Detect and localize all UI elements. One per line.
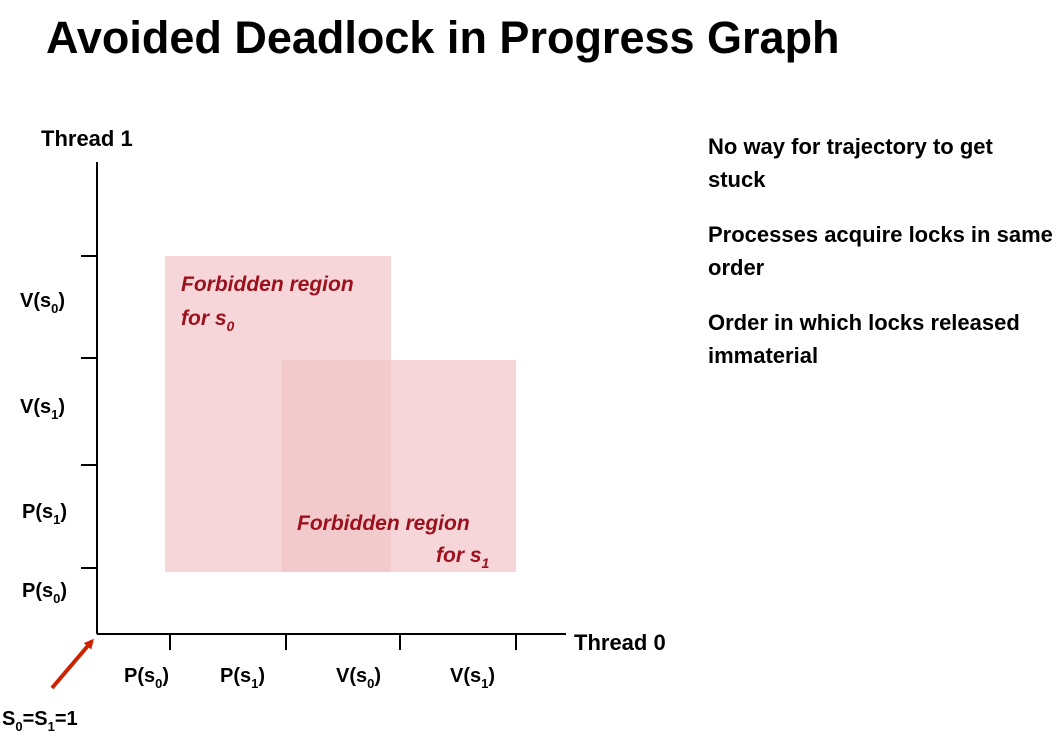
- x-tick-label-p-s1: P(s1): [220, 665, 265, 691]
- y-tick-label-p-s0: P(s0): [22, 580, 67, 606]
- explanation-list: No way for trajectory to get stuck Proce…: [708, 130, 1053, 394]
- y-tick-label-v-s1: V(s1): [20, 396, 65, 422]
- region-s0-label-line1: Forbidden region: [181, 273, 354, 296]
- forbidden-region-s1: [282, 360, 516, 572]
- x-tick-label-p-s0: P(s0): [124, 665, 169, 691]
- y-tick-label-v-s0: V(s0): [20, 290, 65, 316]
- region-s0-label-line2: for s0: [181, 307, 235, 334]
- x-axis-title: Thread 0: [574, 630, 666, 655]
- origin-arrow: [50, 638, 94, 690]
- y-tick-label-p-s1: P(s1): [22, 501, 67, 527]
- y-axis-title: Thread 1: [41, 126, 133, 151]
- slide-title: Avoided Deadlock in Progress Graph: [46, 12, 840, 63]
- region-s1-label-line1: Forbidden region: [297, 512, 470, 535]
- x-tick-label-v-s1: V(s1): [450, 665, 495, 691]
- bullet-trajectory: No way for trajectory to get stuck: [708, 134, 993, 192]
- bullet-release-order: Order in which locks released immaterial: [708, 310, 1020, 368]
- bullet-lock-order: Processes acquire locks in same order: [708, 222, 1053, 280]
- region-s1-label-line2: for s1: [436, 544, 490, 571]
- origin-label: S0=S1=1: [2, 708, 78, 734]
- x-tick-label-v-s0: V(s0): [336, 665, 381, 691]
